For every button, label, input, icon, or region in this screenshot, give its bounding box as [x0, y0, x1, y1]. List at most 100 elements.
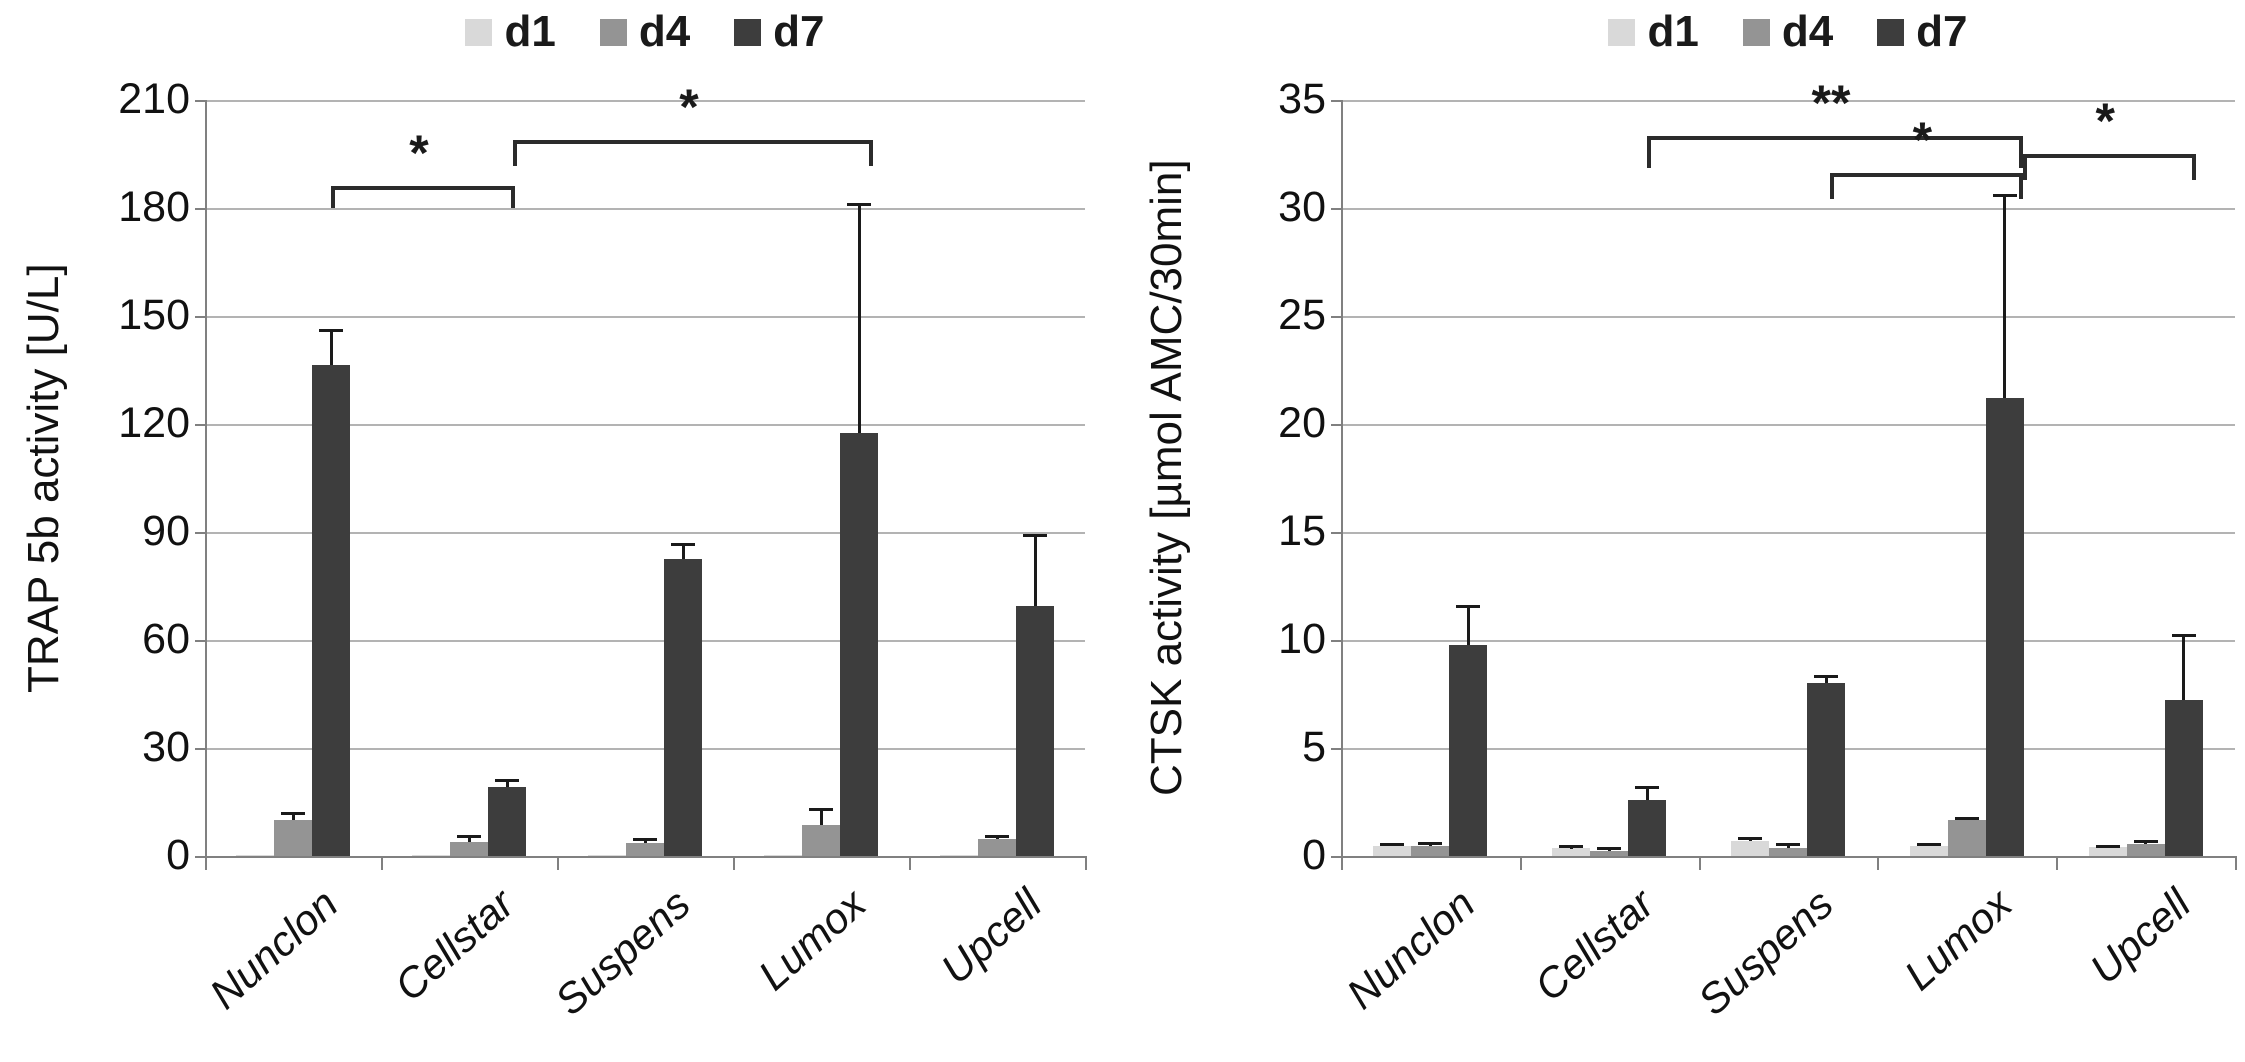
legend-label: d1 — [1647, 7, 1699, 56]
x-tick-mark — [1341, 856, 1343, 870]
error-bar-cap — [633, 837, 657, 841]
y-tick-mark — [195, 856, 205, 858]
error-bar-cap — [671, 543, 695, 547]
x-category-label: Lumox — [1895, 879, 2021, 1000]
bar-d7-cellstar — [1628, 799, 1667, 856]
error-bar-stem — [467, 836, 471, 843]
y-tick-label: 35 — [1278, 75, 1326, 123]
error-bar-cap — [2095, 844, 2120, 848]
error-bar-stem — [505, 780, 509, 787]
x-tick-mark — [1698, 856, 1701, 870]
x-category-label: Suspens — [1688, 879, 1842, 1025]
y-tick-mark — [1331, 100, 1341, 102]
error-bar-cap — [1456, 605, 1481, 609]
bar-d1-upcell — [940, 855, 978, 856]
error-bar-cap — [1992, 193, 2017, 197]
ctsk-activity-chart: d1 d4 d7 CTSK activity [µmol AMC/30min] 0 5 10… — [1123, 0, 2245, 1062]
gridline — [205, 748, 1085, 750]
gridline — [205, 424, 1085, 426]
x-tick-mark — [909, 856, 911, 870]
y-tick-mark — [195, 640, 205, 642]
error-bar-cap — [1380, 842, 1405, 846]
legend-item-d4: d4 — [599, 10, 690, 54]
legend-swatch-d4-icon — [599, 18, 627, 46]
error-bar-cap — [1916, 842, 1941, 846]
bar-d1-upcell — [2088, 847, 2127, 856]
x-category-label: Nunclon — [200, 879, 347, 1018]
legend: d1 d4 d7 — [1341, 6, 2235, 58]
x-category-label: Cellstar — [1525, 879, 1663, 1010]
error-bar-stem — [819, 809, 823, 826]
bar-d1-suspens — [1731, 840, 1769, 856]
error-bar-stem — [291, 813, 295, 820]
error-bar-cap — [2171, 634, 2196, 638]
legend-label: d7 — [1916, 7, 1968, 56]
bar-d4-suspens — [1769, 848, 1807, 856]
bar-d4-lumox — [1947, 820, 1986, 856]
error-bar-cap — [2133, 840, 2158, 844]
bar-d4-suspens — [626, 843, 664, 856]
bar-d4-lumox — [802, 825, 840, 856]
x-category-label: Suspens — [545, 879, 699, 1025]
x-axis-line — [1341, 856, 2235, 858]
y-tick-label: 120 — [118, 399, 190, 447]
significance-asterisk: * — [2095, 93, 2115, 149]
gridline — [205, 640, 1085, 642]
error-bar-stem — [857, 204, 861, 433]
y-tick-mark — [195, 532, 205, 534]
bar-d1-cellstar — [1552, 848, 1591, 856]
y-tick-mark — [1331, 748, 1341, 750]
bar-d7-cellstar — [488, 786, 526, 856]
legend-item-d4: d4 — [1742, 7, 1834, 56]
x-tick-mark — [2056, 856, 2059, 870]
y-tick-label: 0 — [166, 831, 190, 879]
legend-swatch-d1-icon — [465, 18, 493, 46]
gridline — [205, 532, 1085, 534]
bar-d1-lumox — [764, 854, 802, 856]
y-tick-label: 30 — [142, 723, 190, 771]
y-tick-mark — [195, 424, 205, 426]
y-tick-label: 15 — [1278, 507, 1326, 555]
y-tick-label: 25 — [1278, 291, 1326, 339]
bar-d1-suspens — [588, 855, 626, 856]
bar-d4-cellstar — [450, 842, 488, 856]
y-tick-label: 5 — [1302, 723, 1326, 771]
gridline — [205, 100, 1085, 102]
bar-d1-lumox — [1909, 846, 1948, 856]
significance-asterisk: * — [409, 125, 429, 182]
error-bar-cap — [847, 202, 871, 206]
error-bar-stem — [329, 330, 333, 365]
y-tick-label: 30 — [1278, 183, 1326, 231]
y-tick-label: 0 — [1302, 831, 1326, 879]
x-category-label: Upcell — [2080, 879, 2200, 993]
x-category-label: Cellstar — [385, 879, 523, 1010]
legend-swatch-d7-icon — [1877, 18, 1905, 46]
error-bar-cap — [319, 328, 343, 332]
y-tick-mark — [1331, 316, 1341, 318]
y-tick-mark — [195, 316, 205, 318]
y-tick-mark — [1331, 424, 1341, 426]
error-bar-cap — [281, 812, 305, 816]
y-tick-mark — [1331, 532, 1341, 534]
error-bar-cap — [1597, 846, 1622, 850]
gridline — [1341, 424, 2235, 426]
bar-d7-nunclon — [312, 364, 350, 856]
error-bar-cap — [1738, 837, 1762, 841]
bar-d1-nunclon — [236, 854, 274, 856]
bar-d7-lumox — [840, 433, 878, 856]
error-bar-cap — [1954, 816, 1979, 820]
error-bar-stem — [1824, 676, 1828, 684]
bar-d4-cellstar — [1590, 850, 1629, 856]
y-tick-label: 10 — [1278, 615, 1326, 663]
gridline — [205, 208, 1085, 210]
x-category-label: Nunclon — [1337, 879, 1484, 1018]
error-bar-stem — [1466, 606, 1470, 646]
legend-swatch-d4-icon — [1742, 18, 1770, 46]
y-tick-mark — [195, 100, 205, 102]
legend-label: d4 — [1781, 7, 1834, 56]
legend-label: d7 — [773, 7, 825, 56]
y-tick-mark — [195, 748, 205, 750]
gridline — [205, 316, 1085, 318]
bar-d7-suspens — [664, 559, 702, 856]
